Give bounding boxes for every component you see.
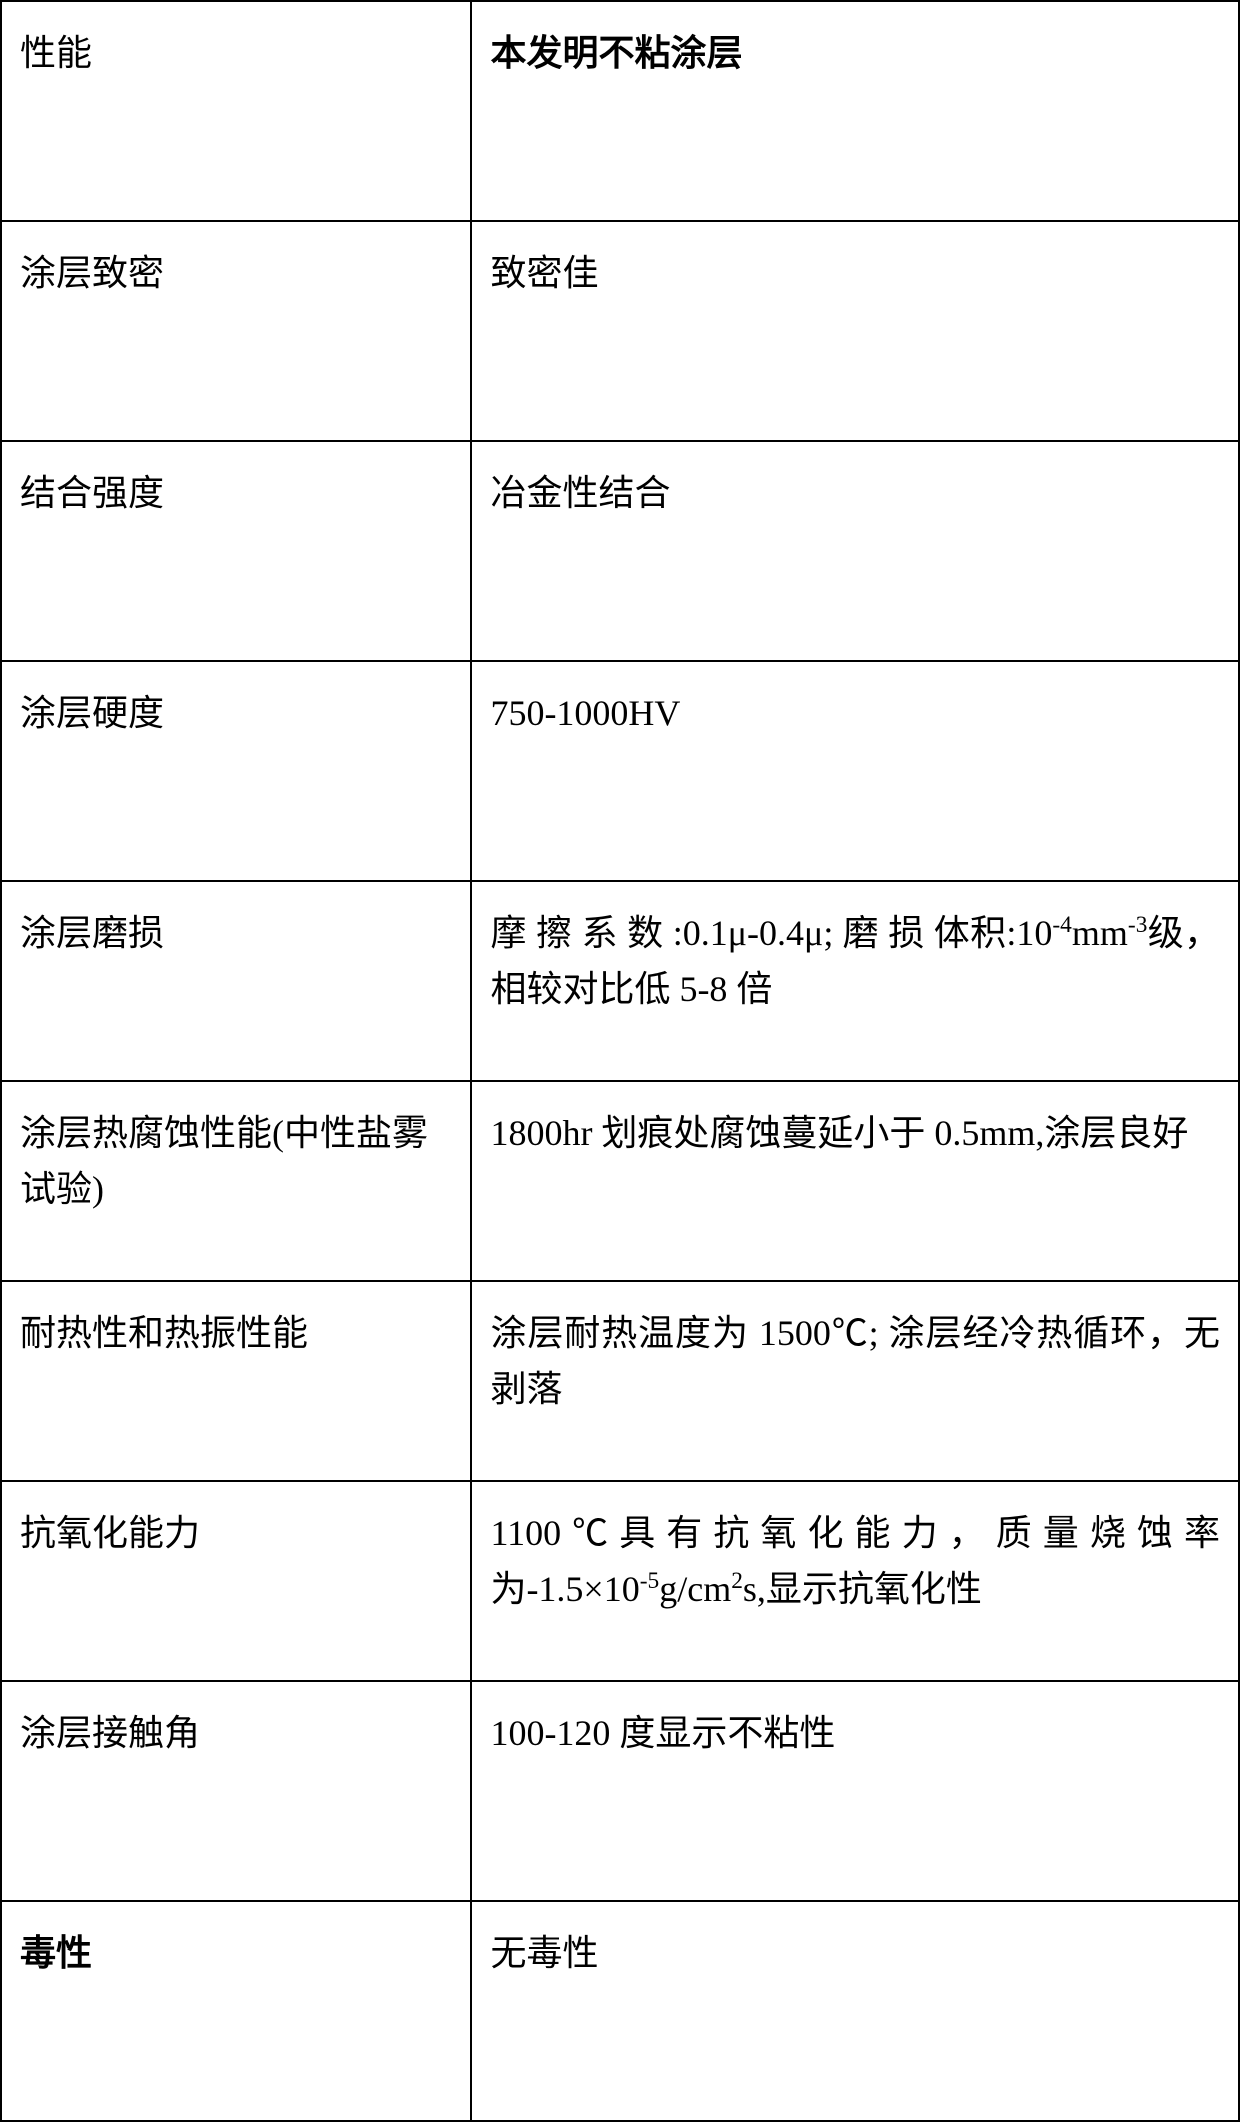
superscript: 2 [731, 1568, 743, 1594]
table-row: 耐热性和热振性能涂层耐热温度为 1500℃; 涂层经冷热循环，无剥落 [1, 1281, 1239, 1481]
property-name-cell: 涂层硬度 [1, 661, 471, 881]
table-row: 涂层硬度750-1000HV [1, 661, 1239, 881]
property-value-cell: 无毒性 [471, 1901, 1239, 2121]
property-name-cell: 结合强度 [1, 441, 471, 661]
property-name-cell: 性能 [1, 1, 471, 221]
property-name-cell: 涂层致密 [1, 221, 471, 441]
property-value-cell: 涂层耐热温度为 1500℃; 涂层经冷热循环，无剥落 [471, 1281, 1239, 1481]
properties-table: 性能本发明不粘涂层涂层致密致密佳结合强度冶金性结合涂层硬度750-1000HV涂… [0, 0, 1240, 2122]
table-row: 涂层热腐蚀性能(中性盐雾试验)1800hr 划痕处腐蚀蔓延小于 0.5mm,涂层… [1, 1081, 1239, 1281]
property-value-cell: 致密佳 [471, 221, 1239, 441]
table-container: 性能本发明不粘涂层涂层致密致密佳结合强度冶金性结合涂层硬度750-1000HV涂… [0, 0, 1240, 2122]
property-value-cell: 摩 擦 系 数 :0.1μ-0.4μ; 磨 损 体积:10-4mm-3级，相较对… [471, 881, 1239, 1081]
property-name-cell: 耐热性和热振性能 [1, 1281, 471, 1481]
superscript: -5 [640, 1568, 660, 1594]
property-name-cell: 涂层磨损 [1, 881, 471, 1081]
property-name-cell: 涂层接触角 [1, 1681, 471, 1901]
table-row: 抗氧化能力1100℃具有抗氧化能力，质量烧蚀率为-1.5×10-5g/cm2s,… [1, 1481, 1239, 1681]
property-name-cell: 抗氧化能力 [1, 1481, 471, 1681]
property-value-cell: 750-1000HV [471, 661, 1239, 881]
property-value-cell: 冶金性结合 [471, 441, 1239, 661]
property-value-cell: 1800hr 划痕处腐蚀蔓延小于 0.5mm,涂层良好 [471, 1081, 1239, 1281]
property-name-cell: 涂层热腐蚀性能(中性盐雾试验) [1, 1081, 471, 1281]
table-row: 性能本发明不粘涂层 [1, 1, 1239, 221]
table-row: 结合强度冶金性结合 [1, 441, 1239, 661]
property-value-cell: 本发明不粘涂层 [471, 1, 1239, 221]
table-row: 毒性无毒性 [1, 1901, 1239, 2121]
superscript: -4 [1052, 912, 1072, 938]
table-row: 涂层致密致密佳 [1, 221, 1239, 441]
table-row: 涂层磨损摩 擦 系 数 :0.1μ-0.4μ; 磨 损 体积:10-4mm-3级… [1, 881, 1239, 1081]
property-value-cell: 1100℃具有抗氧化能力，质量烧蚀率为-1.5×10-5g/cm2s,显示抗氧化… [471, 1481, 1239, 1681]
property-name-cell: 毒性 [1, 1901, 471, 2121]
superscript: -3 [1128, 912, 1148, 938]
property-value-cell: 100-120 度显示不粘性 [471, 1681, 1239, 1901]
table-row: 涂层接触角100-120 度显示不粘性 [1, 1681, 1239, 1901]
